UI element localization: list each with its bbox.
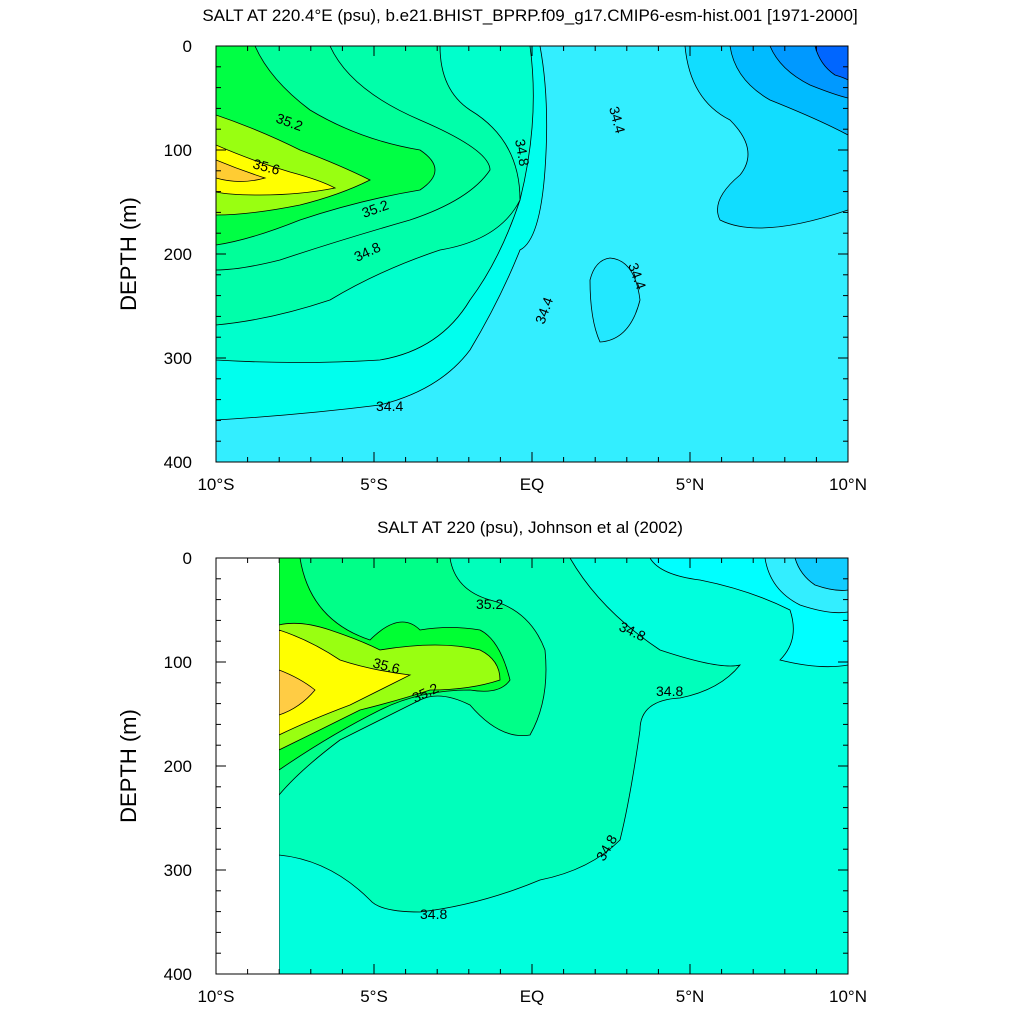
- x-tick-label: EQ: [520, 475, 545, 494]
- x-tick-label: 5°S: [360, 475, 388, 494]
- y-tick-label: 100: [164, 653, 192, 672]
- y-axis-title: DEPTH (m): [116, 197, 141, 311]
- x-tick-label: 10°S: [197, 475, 234, 494]
- salinity-field: [279, 558, 848, 974]
- contour-label: 34.8: [512, 138, 533, 168]
- contour-label: 35.6: [371, 654, 402, 677]
- y-tick-label: 300: [164, 349, 192, 368]
- x-tick-label: EQ: [520, 987, 545, 1006]
- panel-observations: SALT AT 220 (psu), Johnson et al (2002) …: [116, 518, 867, 1006]
- x-tick-label: 5°S: [360, 987, 388, 1006]
- contour-region: [794, 558, 848, 591]
- missing-data-region: [216, 558, 279, 974]
- contour-region: [216, 144, 337, 196]
- y-axis-title: DEPTH (m): [116, 709, 141, 823]
- contour-region: [279, 629, 412, 736]
- contour-region: [216, 159, 267, 182]
- y-tick-label: 400: [164, 965, 192, 984]
- contour-label: 34.8: [656, 683, 683, 699]
- contour-label: 35.2: [476, 596, 503, 612]
- x-tick-label: 10°N: [829, 475, 867, 494]
- x-tick-label: 5°N: [676, 987, 705, 1006]
- panel-title: SALT AT 220 (psu), Johnson et al (2002): [377, 518, 683, 537]
- y-tick-label: 200: [164, 245, 192, 264]
- contour-region: [814, 46, 848, 81]
- salinity-field: [216, 46, 848, 462]
- panel-model: SALT AT 220.4°E (psu), b.e21.BHIST_BPRP.…: [116, 6, 867, 494]
- axes: 10°S 5°S EQ 5°N 10°N 0 100 200 300 400: [164, 549, 867, 1006]
- axes: 10°S 5°S EQ 5°N 10°N 0 100 200 300 400: [164, 37, 867, 494]
- x-tick-label: 5°N: [676, 475, 705, 494]
- contour-label: 34.4: [376, 398, 403, 414]
- contour-region: [589, 257, 641, 343]
- y-tick-label: 300: [164, 861, 192, 880]
- x-tick-label: 10°N: [829, 987, 867, 1006]
- y-tick-label: 400: [164, 453, 192, 472]
- contour-label: 34.8: [420, 906, 447, 922]
- y-tick-label: 100: [164, 141, 192, 160]
- contour-region: [279, 622, 501, 751]
- contour-region: [279, 669, 316, 716]
- panel-title: SALT AT 220.4°E (psu), b.e21.BHIST_BPRP.…: [202, 6, 857, 25]
- contour-label: 35.6: [251, 155, 282, 178]
- x-tick-label: 10°S: [197, 987, 234, 1006]
- y-tick-label: 0: [183, 37, 192, 56]
- y-tick-label: 0: [183, 549, 192, 568]
- contour-label: 34.4: [606, 105, 629, 136]
- y-tick-label: 200: [164, 757, 192, 776]
